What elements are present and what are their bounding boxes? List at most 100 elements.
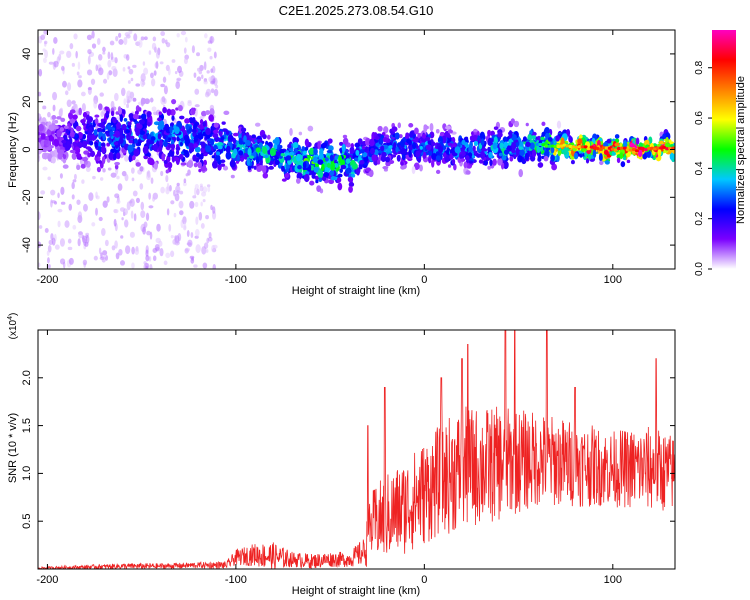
spectral-blob [391,154,397,158]
spectral-blob [142,134,148,140]
spectral-blob [100,252,103,259]
spectral-blob [475,153,482,158]
spectral-blob [508,130,513,139]
spectral-blob [461,151,466,157]
spectral-blob [162,134,167,140]
spectral-blob [95,64,99,72]
spectral-blob [142,226,146,235]
spectral-blob [143,36,148,41]
spectral-blob [77,211,83,220]
spectral-blob [44,227,49,233]
spectral-blob [159,247,164,257]
spectral-blob [211,244,216,253]
spectral-blob [114,92,119,102]
spectral-peak [646,146,651,150]
spectral-blob [140,201,145,211]
spectral-blob [72,224,77,230]
spectral-blob [177,104,183,112]
spectral-blob [125,129,131,134]
spectral-blob [238,126,243,134]
spectral-blob [114,161,121,166]
spectral-blob [71,62,75,67]
spectral-peak [559,144,564,148]
spectral-blob [60,65,65,71]
spectral-blob [106,72,110,80]
spectral-blob [139,183,144,190]
spectral-blob [94,157,99,161]
spectral-blob [483,159,489,166]
spectral-blob [87,49,92,55]
spectral-blob [498,152,504,157]
spectral-blob [527,133,533,141]
spectral-blob [196,76,202,82]
spectral-peak [613,148,618,152]
spectral-blob [375,135,380,141]
spectral-blob [81,103,86,112]
spectral-blob [511,134,517,141]
spectral-blob [511,141,517,151]
spectral-blob [163,160,168,165]
spectral-blob [95,207,98,216]
y-tick-label: 0 [21,146,33,152]
spectral-blob [411,166,416,175]
spectral-blob [135,162,141,167]
spectral-blob [51,156,56,164]
spectral-blob [167,152,172,157]
spectral-blob [113,208,118,213]
spectral-blob [38,154,41,163]
spectral-blob [156,223,161,232]
spectral-blob [262,165,267,174]
spectral-blob [40,140,45,148]
colorbar-tick-label: 0.6 [694,111,705,125]
spectral-blob [327,138,333,144]
spectral-blob [146,230,151,236]
spectral-peak [671,146,675,150]
spectral-blob [326,149,333,154]
spectral-blob [203,159,208,166]
spectral-blob [146,173,151,181]
spectral-blob [213,129,219,134]
spectral-blob [429,123,434,132]
spectral-blob [323,171,330,178]
spectral-blob [59,173,63,179]
colorbar-tick-label: 0.8 [694,60,705,74]
spectral-blob [173,126,180,135]
spectral-blob [106,196,110,203]
spectral-blob [183,149,189,154]
spectral-blob [429,131,435,139]
spectral-blob [194,146,201,153]
spectral-blob [324,166,330,174]
spectral-blob [364,137,371,146]
spectral-blob [110,52,114,61]
spectral-blob [162,76,167,83]
spectral-blob [179,115,185,120]
snr-frame [37,329,676,570]
spectral-blob [86,234,90,244]
spectral-blob [133,148,140,157]
spectral-blob [123,98,127,106]
spectral-blob [176,33,180,38]
spectral-blob [150,72,154,79]
spectral-blob [215,151,221,156]
spectral-blob [161,37,166,44]
spectral-blob [185,173,189,177]
y-tick-label: 2.0 [21,370,33,385]
spectral-blob [132,64,137,68]
spectral-blob [168,223,172,232]
spectral-blob [172,239,177,245]
spectral-blob [472,129,478,133]
spectral-blob [77,79,83,88]
x-tick-label: 100 [604,574,622,586]
spectral-blob [197,124,202,128]
spectral-blob [99,92,104,97]
spectral-blob [212,133,219,138]
spectral-blob [78,231,84,239]
spectral-blob [121,217,124,221]
spectral-blob [108,152,114,160]
spectral-blob [211,65,216,74]
x-tick-label: 0 [421,574,427,586]
spectral-blob [642,152,648,160]
spectral-blob [101,146,106,154]
spectral-blob [244,152,248,158]
spectral-blob [90,78,96,85]
